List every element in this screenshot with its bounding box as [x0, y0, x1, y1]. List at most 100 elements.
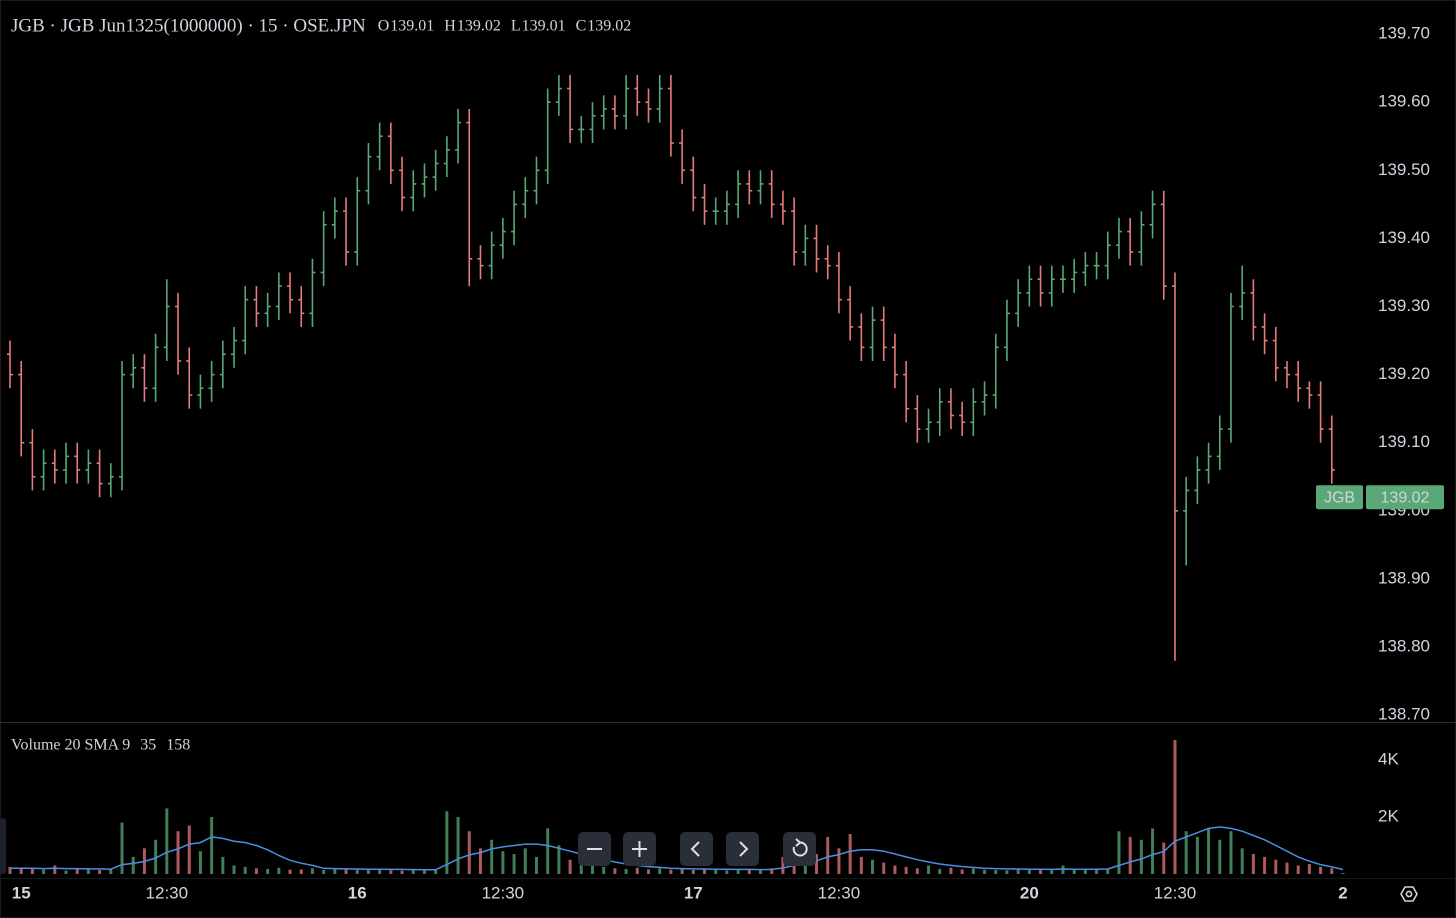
volume-title: Volume 20 SMA 9 — [11, 737, 130, 754]
volume-bar — [1072, 869, 1076, 874]
volume-bar — [266, 868, 270, 874]
volume-bar — [882, 862, 886, 874]
volume-value: 35 — [140, 737, 156, 754]
volume-bar — [837, 848, 841, 874]
volume-bar — [714, 869, 718, 874]
volume-bar — [613, 868, 617, 874]
volume-bar — [1296, 865, 1300, 874]
volume-bar — [1263, 856, 1267, 874]
zoom-in-button[interactable] — [623, 832, 656, 866]
volume-bar — [893, 865, 897, 874]
volume-bar — [490, 839, 494, 874]
y-tick-label: 139.40 — [1378, 228, 1430, 247]
x-tick-label: 17 — [684, 883, 703, 902]
volume-bar — [848, 834, 852, 874]
volume-bar — [1005, 870, 1009, 874]
volume-bar — [1050, 870, 1054, 874]
volume-bar — [534, 856, 538, 874]
scroll-left-button[interactable] — [680, 832, 713, 866]
volume-bar — [770, 868, 774, 874]
volume-bar — [904, 866, 908, 874]
volume-bar — [871, 859, 875, 874]
volume-bar — [1341, 873, 1345, 874]
volume-bar — [277, 867, 281, 874]
volume-bar — [983, 869, 987, 874]
volume-bar — [938, 868, 942, 874]
sma-value: 158 — [166, 737, 190, 754]
volume-bar — [1151, 828, 1155, 874]
settings-button[interactable] — [1400, 886, 1418, 902]
last-price-tag: 139.02 — [1381, 489, 1430, 506]
ohlc-value: 139.02 — [587, 18, 631, 35]
y-tick-label: 138.90 — [1378, 568, 1430, 587]
volume-bar — [781, 856, 785, 874]
volume-bar — [635, 867, 639, 874]
ohlc-key: H — [444, 18, 456, 35]
volume-bar — [120, 822, 124, 874]
volume-bar — [299, 869, 303, 874]
volume-bar — [1162, 842, 1166, 874]
volume-bar — [254, 868, 258, 874]
volume-bar — [232, 865, 236, 874]
volume-bar — [1307, 864, 1311, 874]
header: JGB · JGB Jun1325(1000000) · 15 · OSE.JP… — [11, 15, 631, 753]
symbol-tag-bg — [1316, 485, 1363, 510]
volume-bar — [478, 848, 482, 874]
volume-tick-label: 4K — [1378, 749, 1399, 768]
zoom-out-button[interactable] — [578, 832, 611, 866]
volume-bar — [826, 836, 830, 874]
volume-bar — [1027, 869, 1031, 874]
volume-bar — [1229, 831, 1233, 874]
volume-bar — [994, 870, 998, 874]
volume-bar — [98, 870, 102, 874]
volume-bar — [53, 865, 57, 874]
side-handle — [0, 818, 6, 874]
volume-bar — [333, 868, 337, 874]
volume-bar — [1195, 836, 1199, 874]
volume-bar — [1083, 869, 1087, 874]
volume-bar — [747, 869, 751, 874]
volume-bar — [30, 867, 34, 874]
volume-bar — [512, 854, 516, 874]
volume-bar — [434, 870, 438, 874]
volume-bar — [210, 816, 214, 874]
ohlc-key: O — [378, 18, 390, 35]
y-tick-label: 139.20 — [1378, 364, 1430, 383]
volume-bar — [187, 825, 191, 874]
volume-bar — [1139, 839, 1143, 874]
chart-title: JGB · JGB Jun1325(1000000) · 15 · OSE.JP… — [11, 15, 366, 36]
volume-bar — [927, 865, 931, 874]
volume-bar — [366, 869, 370, 874]
x-tick-label: 20 — [1020, 883, 1039, 902]
scroll-right-button[interactable] — [726, 832, 759, 866]
y-tick-label: 139.30 — [1378, 296, 1430, 315]
volume-bar — [1207, 828, 1211, 874]
volume-bar — [602, 866, 606, 874]
volume-bar — [1330, 868, 1334, 874]
volume-bar — [411, 869, 415, 874]
volume-bar — [165, 808, 169, 874]
volume-bar — [1173, 739, 1177, 874]
volume-bar — [759, 870, 763, 874]
volume-bar — [75, 868, 79, 874]
x-tick-label: 16 — [348, 883, 367, 902]
volume-bar — [1319, 866, 1323, 874]
volume-bar — [859, 856, 863, 874]
y-tick-label: 139.60 — [1378, 92, 1430, 111]
volume-bar — [400, 870, 404, 874]
volume-bar — [64, 870, 68, 874]
volume-bar — [680, 868, 684, 874]
volume-bar — [288, 869, 292, 874]
volume-bar — [1016, 868, 1020, 874]
volume-bar — [8, 866, 12, 874]
ohlc-key: C — [576, 18, 587, 35]
last-price-tag-bg — [1366, 485, 1444, 510]
volume-bar — [389, 870, 393, 874]
reset-button[interactable] — [783, 832, 816, 866]
volume-bar — [579, 862, 583, 874]
volume-bar — [243, 866, 247, 874]
volume-bar — [467, 831, 471, 874]
volume-bar — [1117, 831, 1121, 874]
